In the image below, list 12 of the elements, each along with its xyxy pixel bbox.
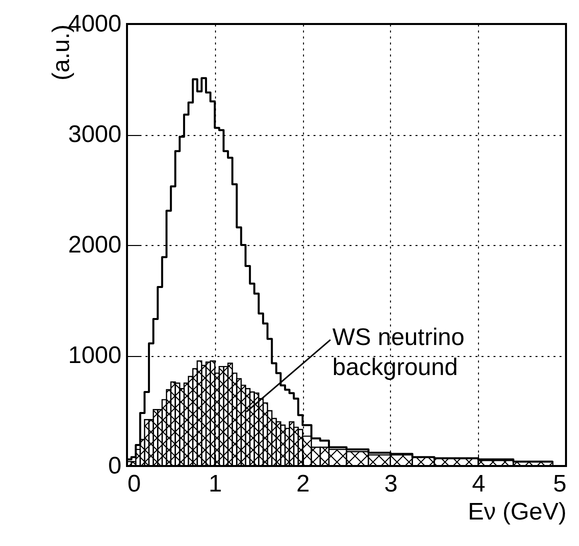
x-tick-label: 4 (472, 470, 486, 498)
y-tick-label: 0 (108, 452, 122, 480)
annotation: WS neutrino background (332, 324, 464, 381)
y-tick-label: 1000 (68, 342, 122, 369)
x-tick-label: 0 (128, 470, 141, 498)
x-tick-label: 2 (296, 470, 310, 498)
x-tick-label: 5 (553, 470, 566, 498)
y-tick-label: 2000 (68, 232, 122, 258)
y-tick-label: 3000 (68, 121, 122, 148)
x-tick-label: 3 (384, 470, 398, 498)
x-axis-title: Eν (GeV) (468, 498, 566, 526)
x-tick-label: 1 (208, 470, 222, 498)
